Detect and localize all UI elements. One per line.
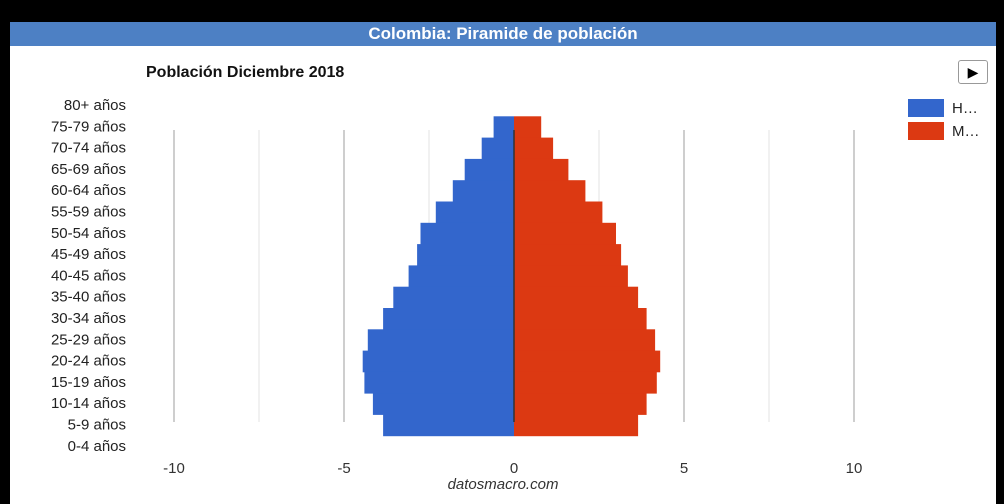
legend-swatch-men	[908, 99, 944, 117]
bar-men[interactable]	[383, 308, 514, 330]
bar-men[interactable]	[420, 222, 515, 245]
play-button[interactable]: ▶	[958, 60, 988, 84]
bar-men[interactable]	[364, 371, 514, 394]
bar-women[interactable]	[514, 414, 639, 437]
bar-women[interactable]	[514, 329, 656, 351]
bar-women[interactable]	[514, 180, 586, 202]
category-label: 5-9 años	[68, 417, 126, 434]
chart-subtitle: Población Diciembre 2018	[146, 64, 345, 81]
bar-women[interactable]	[514, 265, 628, 288]
category-label: 0-4 años	[68, 438, 126, 455]
category-label: 25-29 años	[51, 331, 126, 348]
legend-item-women[interactable]: M…	[908, 122, 980, 140]
legend-label-men: H…	[952, 99, 978, 117]
x-tick-label: 0	[510, 460, 518, 477]
x-tick-label: -10	[163, 460, 185, 477]
bar-men[interactable]	[372, 393, 514, 415]
legend-item-men[interactable]: H…	[908, 99, 978, 117]
bar-women[interactable]	[514, 393, 647, 415]
bar-men[interactable]	[393, 286, 514, 309]
source-credit: datosmacro.com	[447, 476, 559, 493]
bar-men[interactable]	[408, 265, 514, 288]
bar-men[interactable]	[417, 244, 514, 266]
bar-women[interactable]	[514, 244, 622, 266]
bar-men[interactable]	[464, 158, 514, 181]
category-label: 55-59 años	[51, 204, 126, 221]
chart-title-bar: Colombia: Piramide de población	[10, 22, 996, 46]
legend-label-women: M…	[952, 122, 980, 140]
category-label: 20-24 años	[51, 353, 126, 370]
bar-men[interactable]	[362, 350, 514, 373]
chart-frame: Colombia: Piramide de población Població…	[10, 22, 996, 504]
x-tick-label: -5	[337, 460, 350, 477]
bar-women[interactable]	[514, 222, 616, 245]
bar-women[interactable]	[514, 116, 542, 138]
bar-women[interactable]	[514, 286, 639, 309]
bar-men[interactable]	[367, 329, 514, 351]
bar-men[interactable]	[383, 414, 514, 437]
bar-women[interactable]	[514, 201, 603, 224]
category-label: 15-19 años	[51, 374, 126, 391]
category-label: 45-49 años	[51, 246, 126, 263]
category-label: 10-14 años	[51, 395, 126, 412]
population-pyramid-chart: 80+ años 75-79 años 70-74 años 65-69 años 60…	[51, 97, 863, 477]
bar-women[interactable]	[514, 308, 647, 330]
category-label: 40-45 años	[51, 267, 126, 284]
category-label: 65-69 años	[51, 161, 126, 178]
legend-swatch-women	[908, 122, 944, 140]
category-label: 60-64 años	[51, 182, 126, 199]
bar-men[interactable]	[493, 116, 514, 138]
x-tick-label: 10	[846, 460, 863, 477]
category-label: 70-74 años	[51, 140, 126, 157]
category-label: 35-40 años	[51, 289, 126, 306]
bar-men[interactable]	[435, 201, 514, 224]
category-label: 80+ años	[64, 97, 126, 114]
bar-women[interactable]	[514, 137, 554, 160]
category-label: 50-54 años	[51, 225, 126, 242]
category-label: 75-79 años	[51, 118, 126, 135]
bar-women[interactable]	[514, 158, 569, 181]
category-label: 30-34 años	[51, 310, 126, 327]
x-tick-label: 5	[680, 460, 688, 477]
bar-men[interactable]	[452, 180, 514, 202]
bar-women[interactable]	[514, 350, 661, 373]
bar-women[interactable]	[514, 371, 657, 394]
bar-men[interactable]	[481, 137, 514, 160]
